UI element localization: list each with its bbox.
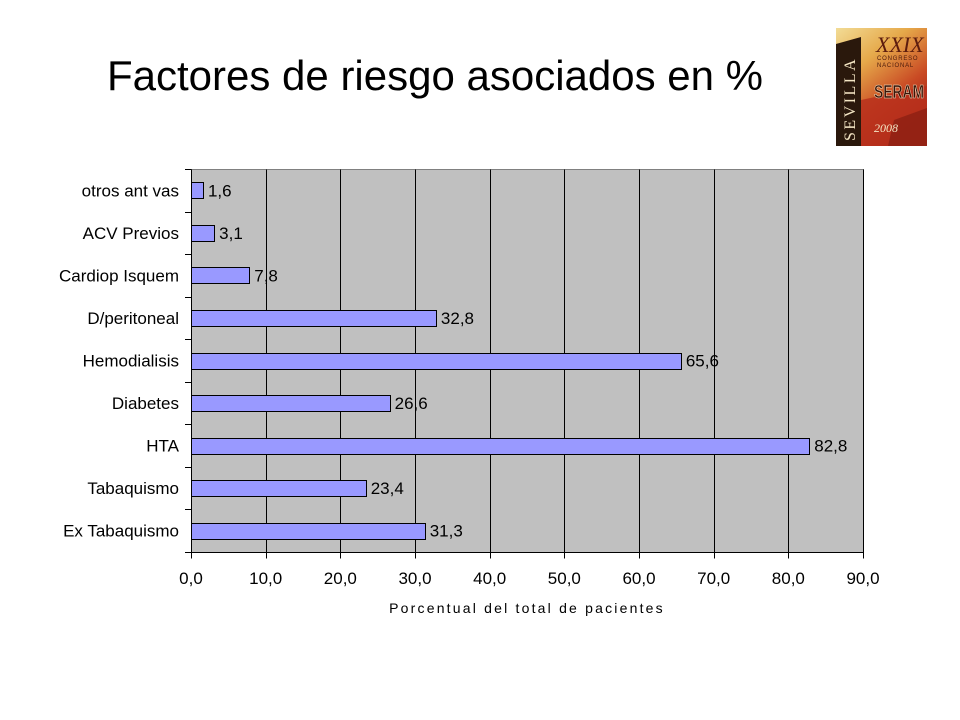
bar — [191, 310, 437, 327]
logo-edition-text: XXIX — [875, 32, 925, 57]
logo-city-text: SEVILLA — [842, 57, 859, 141]
y-category-label: Hemodialisis — [83, 352, 179, 371]
y-category-label: D/peritoneal — [87, 309, 179, 328]
x-tick-label: 20,0 — [324, 569, 357, 588]
x-axis-title: Porcentual del total de pacientes — [389, 600, 665, 616]
bar — [191, 353, 682, 370]
x-tick-label: 10,0 — [249, 569, 282, 588]
x-tick-label: 0,0 — [179, 569, 203, 588]
x-tick-label: 40,0 — [473, 569, 506, 588]
slide-title: Factores de riesgo asociados en % — [107, 52, 764, 99]
bar-value-label: 3,1 — [219, 224, 243, 243]
y-tick-marks — [185, 169, 192, 553]
bar-value-label: 65,6 — [686, 352, 719, 371]
y-category-label: Diabetes — [112, 394, 179, 413]
y-category-labels: otros ant vas ACV Previos Cardiop Isquem D/… — [59, 181, 180, 540]
bar-value-label: 1,6 — [208, 181, 232, 200]
bar — [191, 523, 426, 540]
logo-org-text: SERAM — [874, 82, 924, 102]
bar — [191, 225, 215, 242]
logo-dark-strip — [836, 37, 861, 146]
logo-dark-red-patch — [888, 108, 927, 146]
y-category-label: HTA — [146, 437, 179, 456]
bar — [191, 395, 391, 412]
bar-value-label: 26,6 — [395, 394, 428, 413]
bar — [191, 438, 810, 455]
y-category-label: otros ant vas — [82, 181, 179, 200]
x-tick-label: 30,0 — [398, 569, 431, 588]
x-tick-label: 80,0 — [772, 569, 805, 588]
logo-line1-text: CONGRESO — [877, 56, 918, 62]
y-category-label: Ex Tabaquismo — [63, 522, 179, 541]
congress-logo: SEVILLA XXIX CONGRESO NACIONAL SERAM 200… — [836, 28, 927, 146]
x-tick-label: 60,0 — [622, 569, 655, 588]
logo-year-text: 2008 — [874, 121, 898, 135]
bar-value-label: 82,8 — [814, 437, 847, 456]
x-tick-label: 90,0 — [846, 569, 879, 588]
bar-value-label: 23,4 — [371, 479, 404, 498]
bar-value-label: 31,3 — [430, 522, 463, 541]
bar — [191, 182, 204, 199]
x-tick-label: 70,0 — [697, 569, 730, 588]
y-category-label: Cardiop Isquem — [59, 266, 179, 285]
bar — [191, 480, 367, 497]
y-category-label: Tabaquismo — [87, 479, 179, 498]
x-ticks: 0,0 10,0 20,0 30,0 40,0 50,0 60,0 70,0 80,0 90,0 — [179, 552, 880, 588]
bar — [191, 267, 250, 284]
bar-value-label: 7,8 — [254, 266, 278, 285]
y-category-label: ACV Previos — [83, 224, 179, 243]
bars — [191, 182, 810, 540]
logo-line2-text: NACIONAL — [877, 63, 914, 69]
bar-value-labels: 1,6 3,1 7,8 32,8 65,6 26,6 82,8 23,4 31,3 — [208, 181, 847, 540]
x-tick-label: 50,0 — [548, 569, 581, 588]
bar-value-label: 32,8 — [441, 309, 474, 328]
